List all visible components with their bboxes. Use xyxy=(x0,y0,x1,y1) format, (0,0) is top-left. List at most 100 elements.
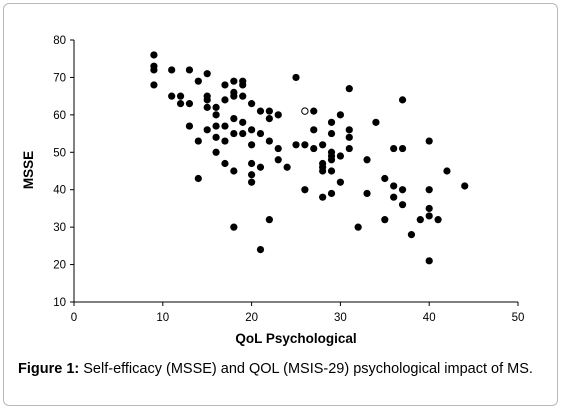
data-point xyxy=(212,122,220,130)
data-point xyxy=(248,178,256,186)
data-point xyxy=(345,133,353,141)
data-point xyxy=(203,103,211,111)
data-point xyxy=(283,163,291,171)
data-point xyxy=(425,137,433,145)
data-point xyxy=(150,66,158,74)
data-point xyxy=(301,141,309,149)
data-point xyxy=(292,73,300,82)
data-point xyxy=(256,163,265,171)
data-point xyxy=(194,77,202,85)
data-point xyxy=(194,137,202,145)
x-tick-label: 0 xyxy=(71,312,77,324)
data-point xyxy=(381,174,389,183)
x-tick-label: 30 xyxy=(334,312,347,324)
data-point xyxy=(398,186,407,194)
data-point xyxy=(168,66,176,74)
x-tick-label: 50 xyxy=(512,312,525,324)
x-axis-label: QoL Psychological xyxy=(235,331,356,346)
data-point xyxy=(248,141,256,149)
data-point xyxy=(265,115,273,123)
y-tick-label: 60 xyxy=(53,110,66,122)
data-point xyxy=(319,167,327,175)
chart-points xyxy=(150,51,469,265)
data-point xyxy=(212,103,220,111)
data-point xyxy=(230,129,238,138)
data-point xyxy=(336,152,344,160)
data-point xyxy=(327,189,336,198)
data-point xyxy=(425,212,433,220)
scatter-chart: 0 10 20 30 40 50 10 20 30 40 50 60 70 80 QoL Psycholo… xyxy=(21,35,524,346)
data-point xyxy=(301,186,309,194)
data-point xyxy=(354,223,362,231)
x-tick-label: 20 xyxy=(245,312,258,324)
data-point xyxy=(203,70,211,78)
data-point xyxy=(425,257,433,265)
data-point xyxy=(176,100,185,108)
data-point xyxy=(212,111,220,119)
data-point xyxy=(239,118,247,126)
data-point xyxy=(212,133,220,141)
data-point-open xyxy=(301,107,309,115)
data-point xyxy=(443,167,451,175)
data-point xyxy=(310,107,318,115)
data-point xyxy=(363,189,371,198)
y-tick-label: 40 xyxy=(53,185,66,197)
data-point xyxy=(336,178,344,186)
data-point xyxy=(319,141,327,149)
data-point xyxy=(248,100,256,108)
data-point xyxy=(461,182,469,190)
data-point xyxy=(256,107,265,115)
data-point xyxy=(425,186,433,194)
data-point xyxy=(416,216,424,224)
data-point xyxy=(292,141,300,149)
data-point xyxy=(230,223,238,231)
data-point xyxy=(363,156,371,164)
chart-axes xyxy=(73,40,518,303)
data-point xyxy=(176,92,185,100)
x-tick-label: 10 xyxy=(156,312,169,324)
data-point xyxy=(203,126,211,134)
data-point xyxy=(398,96,407,104)
data-point xyxy=(336,111,344,119)
y-tick-label: 50 xyxy=(53,147,66,159)
y-tick-label: 70 xyxy=(53,72,66,84)
figure-caption: Figure 1: Self-efficacy (MSSE) and QOL (… xyxy=(18,360,548,379)
chart-ticks: 0 10 20 30 40 50 10 20 30 40 50 60 70 80 xyxy=(53,35,524,324)
data-point xyxy=(425,204,433,213)
data-point xyxy=(390,193,398,201)
data-point xyxy=(221,122,229,130)
data-point xyxy=(372,118,380,126)
data-point xyxy=(150,51,158,59)
data-point xyxy=(248,159,256,168)
y-tick-label: 20 xyxy=(53,260,66,272)
data-point xyxy=(230,167,238,175)
data-point xyxy=(310,126,318,134)
x-tick-label: 40 xyxy=(423,312,436,324)
data-point xyxy=(390,182,398,190)
data-point xyxy=(274,144,282,153)
data-point xyxy=(168,92,176,100)
data-point xyxy=(256,246,265,254)
data-point xyxy=(230,92,238,100)
data-point xyxy=(265,137,273,145)
data-point xyxy=(398,144,407,153)
data-point xyxy=(345,85,353,93)
data-point xyxy=(345,144,353,153)
data-point xyxy=(256,129,265,138)
data-point xyxy=(212,148,220,156)
y-tick-label: 30 xyxy=(53,222,66,234)
data-point xyxy=(345,126,353,134)
data-point xyxy=(203,96,211,104)
data-point xyxy=(185,66,194,74)
data-point xyxy=(381,216,389,224)
figure-caption-label: Figure 1: xyxy=(18,361,80,377)
data-point xyxy=(239,81,247,89)
data-point xyxy=(398,201,407,209)
data-point xyxy=(265,216,273,224)
figure-caption-text: Self-efficacy (MSSE) and QOL (MSIS-29) p… xyxy=(79,361,533,377)
y-axis-label: MSSE xyxy=(21,151,36,189)
data-point xyxy=(327,156,336,164)
y-tick-label: 80 xyxy=(53,35,66,47)
data-point xyxy=(221,96,229,104)
data-point xyxy=(327,167,336,175)
